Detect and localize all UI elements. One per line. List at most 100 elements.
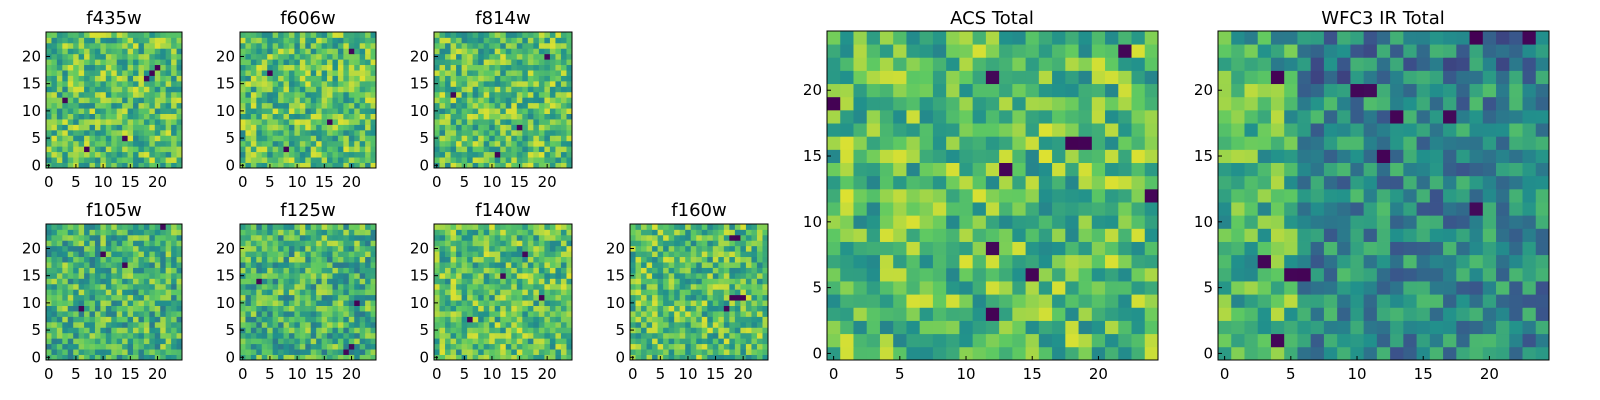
heatmap-cell — [718, 316, 725, 323]
heatmap-cell — [127, 294, 134, 301]
heatmap-cell — [745, 305, 752, 312]
heatmap-cell — [1131, 162, 1146, 177]
heatmap-cell — [472, 229, 479, 236]
heatmap-cell — [343, 119, 350, 125]
heatmap-cell — [652, 272, 658, 279]
heatmap-cell — [51, 305, 58, 312]
heatmap-cell — [756, 278, 763, 285]
heatmap-cell — [566, 256, 573, 263]
heatmap-cell — [489, 272, 496, 279]
heatmap-cell — [127, 42, 134, 49]
heatmap-cell — [343, 316, 350, 323]
heatmap-cell — [89, 124, 96, 131]
heatmap-cell — [516, 91, 523, 98]
heatmap-cell — [641, 338, 647, 345]
heatmap-cell — [46, 224, 52, 230]
heatmap-cell — [370, 135, 377, 142]
heatmap-cell — [278, 108, 284, 114]
heatmap-cell — [143, 135, 150, 142]
heatmap-cell — [472, 224, 479, 230]
heatmap-cell — [359, 234, 366, 241]
heatmap-cell — [1091, 254, 1106, 269]
heatmap-cell — [527, 262, 534, 268]
heatmap-cell — [751, 300, 758, 306]
heatmap-cell — [94, 86, 101, 93]
heatmap-cell — [527, 97, 534, 104]
heatmap-cell — [1038, 175, 1053, 190]
heatmap-cell — [111, 343, 118, 350]
heatmap-cell — [105, 37, 112, 44]
heatmap-cell — [299, 86, 306, 93]
heatmap-cell — [494, 278, 501, 285]
heatmap-cell — [294, 240, 301, 247]
heatmap-cell — [316, 267, 322, 274]
heatmap-cell — [701, 278, 708, 285]
heatmap-cell — [89, 86, 96, 93]
heatmap-cell — [299, 343, 306, 350]
heatmap-cell — [533, 146, 540, 153]
heatmap-cell — [127, 229, 134, 236]
heatmap-cell — [919, 162, 934, 177]
heatmap-cell — [729, 283, 736, 290]
heatmap-cell — [165, 37, 172, 44]
heatmap-cell — [712, 300, 719, 306]
heatmap-cell — [354, 311, 361, 317]
heatmap-cell — [56, 48, 63, 55]
heatmap-cell — [985, 188, 1000, 203]
heatmap-cell — [690, 272, 697, 279]
heatmap-cell — [511, 305, 518, 312]
heatmap-cell — [370, 300, 377, 306]
heatmap-cell — [527, 332, 534, 339]
heatmap-cell — [261, 289, 268, 296]
heatmap-cell — [527, 267, 534, 274]
heatmap-cell — [734, 354, 741, 361]
heatmap-cell — [1131, 307, 1146, 321]
heatmap-cell — [751, 267, 758, 274]
heatmap-cell — [67, 37, 74, 44]
heatmap-cell — [116, 70, 123, 76]
heatmap-cell — [478, 151, 485, 158]
heatmap-cell — [267, 146, 274, 153]
heatmap-cell — [723, 229, 730, 236]
heatmap-cell — [67, 146, 74, 153]
heatmap-cell — [1065, 294, 1079, 308]
heatmap-cell — [456, 113, 462, 120]
heatmap-cell — [127, 113, 134, 120]
heatmap-cell — [483, 119, 490, 125]
heatmap-cell — [723, 251, 730, 258]
heatmap-cell — [171, 294, 177, 301]
heatmap-cell — [985, 149, 1000, 163]
heatmap-cell — [73, 256, 80, 263]
heatmap-cell — [985, 254, 1000, 269]
heatmap-cell — [365, 229, 371, 236]
heatmap-cell — [245, 162, 252, 169]
heatmap-cell — [657, 305, 664, 312]
heatmap-cell — [240, 262, 246, 268]
heatmap-cell — [712, 311, 719, 317]
heatmap-cell — [138, 289, 145, 296]
heatmap-cell — [461, 343, 468, 350]
heatmap-cell — [505, 332, 512, 339]
heatmap-cell — [472, 343, 479, 350]
heatmap-cell — [472, 327, 479, 334]
heatmap-cell — [434, 32, 440, 38]
heatmap-cell — [133, 278, 139, 285]
heatmap-cell — [1065, 202, 1079, 216]
heatmap-cell — [751, 283, 758, 290]
heatmap-cell — [657, 240, 664, 247]
heatmap-cell — [149, 135, 156, 142]
heatmap-cell — [483, 64, 490, 71]
heatmap-cell — [445, 162, 451, 169]
heatmap-cell — [256, 278, 263, 285]
heatmap-cell — [343, 97, 350, 104]
heatmap-cell — [56, 240, 63, 247]
heatmap-cell — [494, 86, 501, 93]
heatmap-cell — [467, 305, 474, 312]
heatmap-cell — [116, 305, 123, 312]
heatmap-cell — [450, 119, 457, 125]
heatmap-cell — [73, 343, 80, 350]
heatmap-cell — [133, 59, 139, 66]
heatmap-cell — [690, 343, 697, 350]
heatmap-cell — [1038, 241, 1053, 256]
heatmap-cell — [149, 234, 156, 241]
